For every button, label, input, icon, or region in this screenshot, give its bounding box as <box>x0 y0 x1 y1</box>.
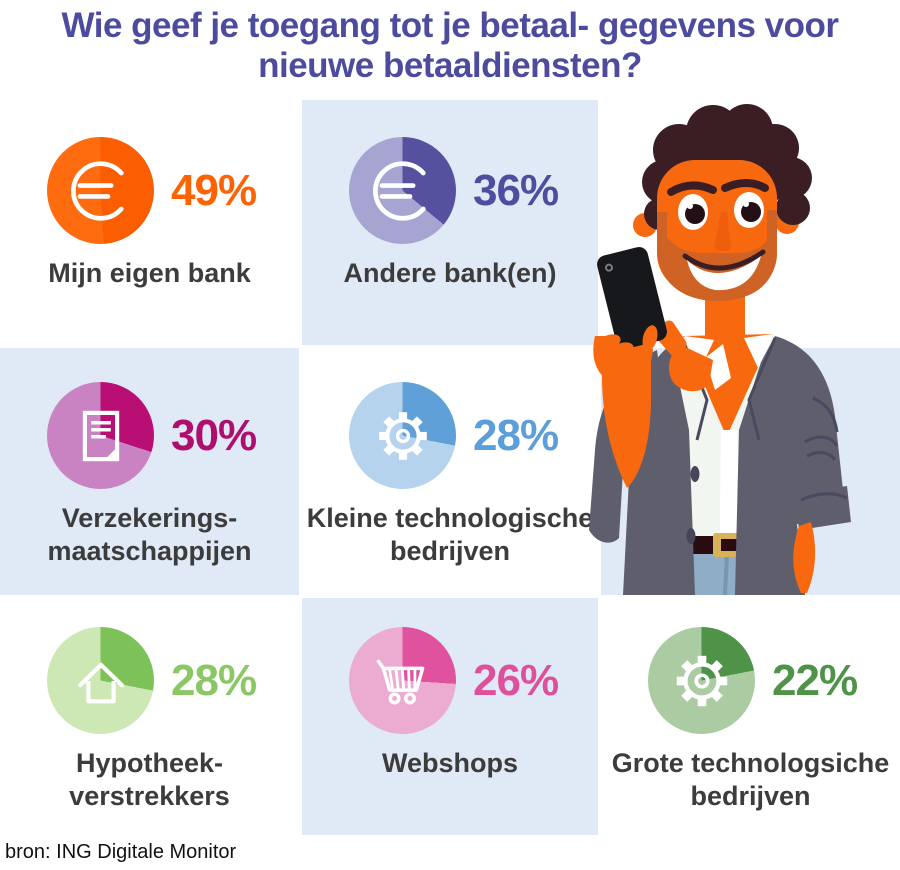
source-credit: bron: ING Digitale Monitor <box>5 841 237 863</box>
stat-card-andere-banken: 36% Andere bank(en) <box>302 100 598 345</box>
stat-card-hypotheekverstrekkers: 28% Hypotheek-verstrekkers <box>0 598 299 835</box>
gear-icon <box>676 655 727 706</box>
pie-grote-technologsiche-bedrijven <box>648 627 755 734</box>
stat-card-mijn-eigen-bank: 49% Mijn eigen bank <box>0 100 299 345</box>
pie-webshops <box>349 627 456 734</box>
stat-label: Webshops <box>381 748 518 778</box>
stat-card-grote-technologsiche-bedrijven: 22% Grote technologsiche bedrijven <box>601 598 900 835</box>
page-title: Wie geef je toegang tot je betaal- gegev… <box>0 6 900 86</box>
stat-label: Grote technologsiche bedrijven <box>611 748 890 811</box>
cart-icon <box>376 659 424 704</box>
pie-kleine-technologische-bedrijven <box>349 382 456 489</box>
pct-value: 28% <box>473 410 559 460</box>
stat-card-kleine-technologische-bedrijven: 28% Kleine technologische bedrijven <box>302 348 598 595</box>
stats-grid: 49% Mijn eigen bank 36% Andere bank(en) <box>0 100 900 835</box>
house-icon <box>77 662 124 703</box>
illustration-cell-top <box>601 100 900 345</box>
stat-label: Andere bank(en) <box>343 258 557 288</box>
stat-label: Mijn eigen bank <box>48 258 251 288</box>
stat-card-webshops: 26% Webshops <box>302 598 598 835</box>
euro-icon <box>70 160 124 221</box>
pie-mijn-eigen-bank <box>47 137 154 244</box>
pct-value: 28% <box>171 655 257 705</box>
stat-label: Verzekerings-maatschappijen <box>47 503 252 566</box>
pct-value: 22% <box>772 655 858 705</box>
stat-card-verzekeringsmaatschappijen: 30% Verzekerings-maatschappijen <box>0 348 299 595</box>
pct-value: 26% <box>473 655 559 705</box>
gear-icon <box>378 411 427 460</box>
stat-label: Hypotheek-verstrekkers <box>69 748 230 811</box>
page-title-line2: gegevens voor nieuwe betaaldiensten? <box>258 6 839 85</box>
pct-value: 49% <box>171 165 257 215</box>
document-icon <box>82 410 119 461</box>
pie-andere-banken <box>349 137 456 244</box>
pct-value: 30% <box>171 410 257 460</box>
illustration-cell-middle <box>601 348 900 595</box>
pie-hypotheekverstrekkers <box>47 627 154 734</box>
pie-verzekeringsmaatschappijen <box>47 382 154 489</box>
euro-icon <box>372 160 426 221</box>
pct-value: 36% <box>473 165 559 215</box>
page-title-line1: Wie geef je toegang tot je betaal- <box>61 6 590 45</box>
stat-label: Kleine technologische bedrijven <box>306 503 594 566</box>
